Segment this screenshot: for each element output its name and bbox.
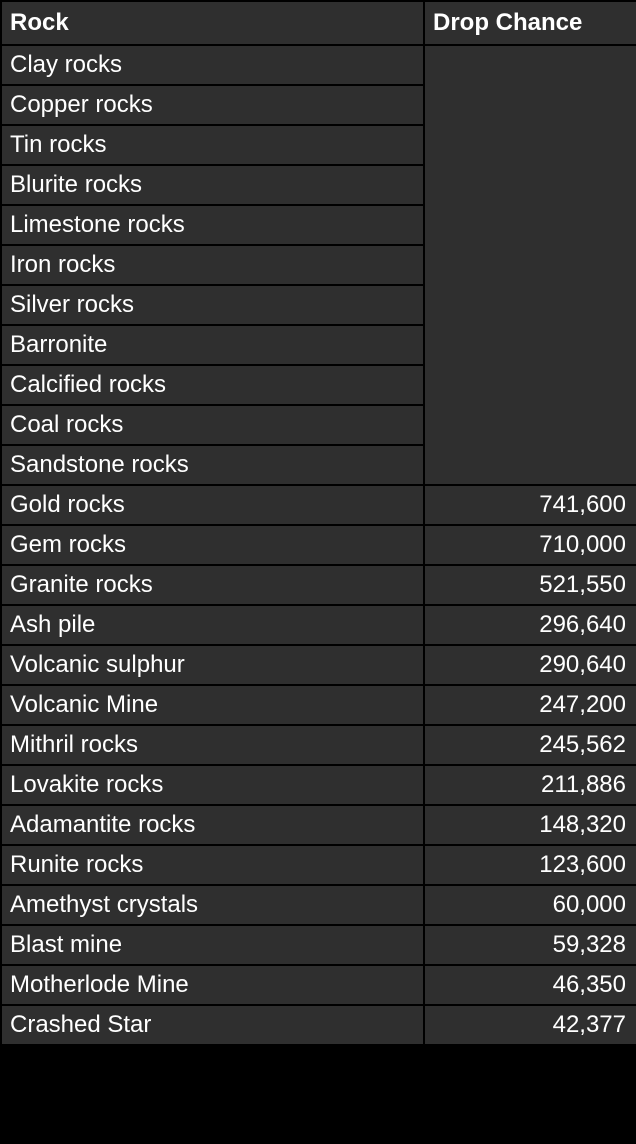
drop-chance-cell: 247,200 [423,684,636,726]
rock-name-cell: Copper rocks [0,84,425,126]
table-row: Silver rocks [0,284,636,326]
table-row: Copper rocks [0,84,636,126]
table-row: Gold rocks 741,600 [0,484,636,526]
table-row: Iron rocks [0,244,636,286]
rock-name-cell: Runite rocks [0,844,425,886]
table-header-row: Rock Drop Chance [0,0,636,46]
rock-name-cell: Barronite [0,324,425,366]
drop-chance-cell: 148,320 [423,804,636,846]
rock-name-cell: Calcified rocks [0,364,425,406]
drop-chance-empty-cell [423,44,636,486]
table-row: Blast mine 59,328 [0,924,636,966]
table-row: Amethyst crystals 60,000 [0,884,636,926]
drop-chance-cell: 59,328 [423,924,636,966]
rock-name-cell: Blurite rocks [0,164,425,206]
rock-name-cell: Amethyst crystals [0,884,425,926]
table-row: Coal rocks [0,404,636,446]
rock-name-cell: Gold rocks [0,484,425,526]
rock-name-cell: Limestone rocks [0,204,425,246]
drop-chance-cell: 290,640 [423,644,636,686]
rock-name-cell: Blast mine [0,924,425,966]
column-header-drop-chance[interactable]: Drop Chance [423,0,636,46]
rock-name-cell: Mithril rocks [0,724,425,766]
drop-chance-cell: 46,350 [423,964,636,1006]
rock-name-cell: Volcanic sulphur [0,644,425,686]
drop-chance-cell: 710,000 [423,524,636,566]
rock-name-cell: Ash pile [0,604,425,646]
drop-chance-cell: 521,550 [423,564,636,606]
rock-name-cell: Volcanic Mine [0,684,425,726]
rock-name-cell: Tin rocks [0,124,425,166]
rock-name-cell: Granite rocks [0,564,425,606]
table-row: Gem rocks 710,000 [0,524,636,566]
table-row: Sandstone rocks [0,444,636,486]
column-header-rock[interactable]: Rock [0,0,425,46]
rock-name-cell: Motherlode Mine [0,964,425,1006]
table-row: Calcified rocks [0,364,636,406]
rock-name-cell: Lovakite rocks [0,764,425,806]
table-row: Lovakite rocks 211,886 [0,764,636,806]
drop-chance-cell: 296,640 [423,604,636,646]
rock-name-cell: Iron rocks [0,244,425,286]
rock-name-cell: Gem rocks [0,524,425,566]
rock-name-cell: Coal rocks [0,404,425,446]
table-row: Mithril rocks 245,562 [0,724,636,766]
rock-name-cell: Crashed Star [0,1004,425,1046]
drop-chance-cell: 741,600 [423,484,636,526]
table-row: Limestone rocks [0,204,636,246]
table-row: Clay rocks [0,44,636,486]
table-row: Tin rocks [0,124,636,166]
rock-name-cell: Clay rocks [0,44,425,86]
drop-chance-cell: 60,000 [423,884,636,926]
table-body: Clay rocks Copper rocks Tin rocks Blurite r… [0,44,636,1046]
drop-chance-cell: 42,377 [423,1004,636,1046]
table-row: Volcanic Mine 247,200 [0,684,636,726]
drop-chance-cell: 245,562 [423,724,636,766]
table-row: Granite rocks 521,550 [0,564,636,606]
table-row: Crashed Star 42,377 [0,1004,636,1046]
table-row: Motherlode Mine 46,350 [0,964,636,1006]
table-row: Barronite [0,324,636,366]
rock-name-cell: Sandstone rocks [0,444,425,486]
table-row: Adamantite rocks 148,320 [0,804,636,846]
drop-chance-cell: 211,886 [423,764,636,806]
table-row: Volcanic sulphur 290,640 [0,644,636,686]
rock-name-cell: Silver rocks [0,284,425,326]
drop-chance-table: Rock Drop Chance Clay rocks Copper rocks T… [0,0,636,1046]
rock-name-cell: Adamantite rocks [0,804,425,846]
table-row: Runite rocks 123,600 [0,844,636,886]
drop-chance-cell: 123,600 [423,844,636,886]
table-row: Blurite rocks [0,164,636,206]
table-row: Ash pile 296,640 [0,604,636,646]
